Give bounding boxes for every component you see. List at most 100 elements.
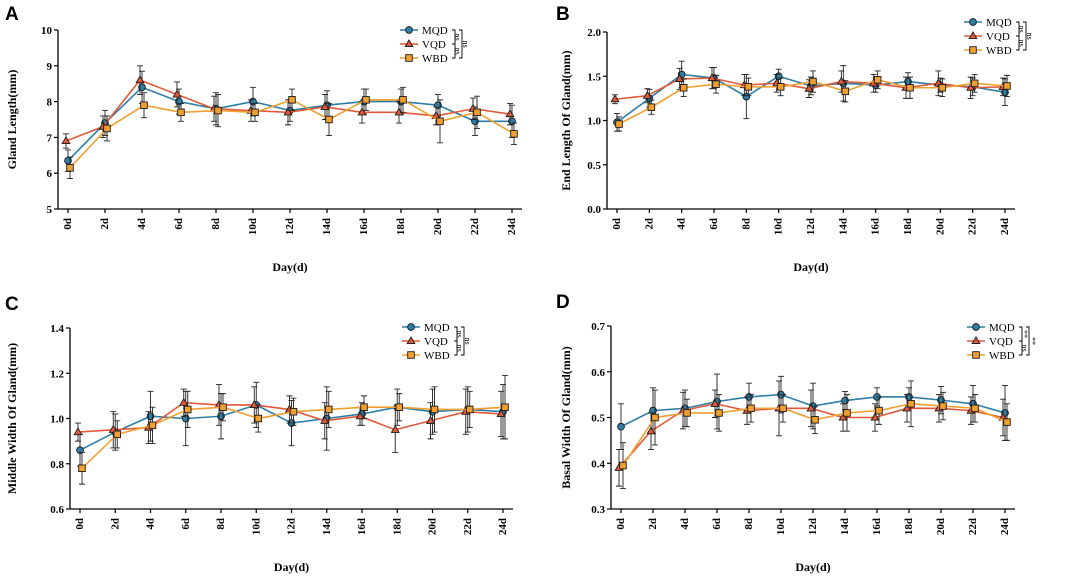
panel-letter: D [556, 292, 570, 313]
x-tick-label: 6d [708, 218, 720, 230]
legend: MQD VQD WBD [967, 322, 1015, 362]
data-point-wbd [148, 421, 157, 430]
bracket-vqd-wbd [1016, 35, 1020, 51]
significance-label: ns [463, 337, 472, 344]
legend-label-wbd: WBD [986, 45, 1012, 57]
y-tick-label: 5 [47, 204, 53, 216]
x-tick-label: 24d [999, 518, 1011, 535]
data-point-wbd [473, 108, 481, 117]
significance-label: ns [453, 33, 462, 40]
data-point-vqd [968, 31, 978, 40]
data-point-wbd [715, 409, 723, 417]
x-tick-label: 6d [180, 518, 192, 530]
data-point-wbd [651, 413, 659, 422]
x-tick-label: 4d [679, 518, 691, 530]
data-point-wbd [712, 80, 720, 88]
data-point-wbd [972, 351, 980, 359]
y-tick-label: 6 [47, 168, 53, 180]
x-tick-label: 4d [676, 218, 688, 230]
y-tick-label: 7 [47, 132, 53, 144]
series-vqd [614, 380, 1008, 487]
y-axis-label: End Length Of Gland(mm) [559, 50, 573, 190]
y-tick-label: 1.2 [50, 368, 64, 380]
data-point-wbd [679, 84, 688, 92]
x-tick-label: 2d [647, 518, 659, 530]
x-tick-label: 22d [967, 518, 979, 535]
data-point-vqd [61, 136, 71, 145]
data-point-wbd [747, 404, 755, 413]
significance-label: ns [1017, 25, 1026, 32]
y-tick-label: 8 [47, 97, 53, 109]
x-tick-label: 16d [358, 218, 370, 235]
data-point-vqd [320, 102, 330, 111]
x-axis-label: Day(d) [795, 560, 830, 574]
data-point-vqd [610, 94, 620, 103]
data-point-mqd [969, 18, 977, 26]
x-tick-label: 24d [506, 218, 518, 235]
x-tick-label: 2d [643, 218, 655, 230]
series-wbd [615, 70, 1011, 132]
y-tick-label: 0.5 [587, 160, 601, 172]
data-point-wbd [744, 83, 753, 91]
x-tick-label: 16d [871, 518, 883, 535]
data-point-wbd [776, 83, 785, 91]
x-tick-label: 0d [62, 218, 74, 230]
legend: MQD VQD WBD [402, 322, 450, 362]
data-point-wbd [362, 96, 370, 104]
data-point-wbd [619, 461, 627, 470]
x-tick-label: 20d [935, 518, 947, 535]
y-tick-label: 0.8 [50, 459, 64, 471]
data-point-wbd [971, 404, 979, 413]
x-tick-label: 18d [902, 218, 914, 235]
chart-panel-a: A 5 6 7 8 9 10 0d 2d 4d 6d 8d 10d 12d 14d 16d 18d 20d 22d 2… [5, 4, 522, 274]
y-axis-label: Gland Length(mm) [5, 70, 19, 170]
x-tick-label: 0d [615, 518, 627, 530]
data-point-mqd [407, 323, 415, 331]
data-point-wbd [809, 77, 817, 86]
panel-letter: A [5, 4, 19, 25]
data-point-wbd [647, 103, 656, 111]
x-tick-label: 18d [903, 518, 915, 535]
x-tick-label: 4d [145, 518, 157, 530]
significance-label: ns [1017, 39, 1026, 46]
legend-label-mqd: MQD [424, 322, 450, 334]
bracket-vqd-wbd [1019, 340, 1023, 356]
legend-label-vqd: VQD [422, 39, 446, 51]
y-tick-label: 1.5 [587, 71, 601, 83]
significance-brackets: **ns** [1019, 326, 1037, 356]
y-tick-label: 0.6 [50, 504, 64, 516]
data-point-vqd [425, 415, 436, 424]
data-point-wbd [405, 54, 413, 62]
chart-panel-b: B 0.0 0.5 1.0 1.5 2.0 0d 2d 4d 6d 8d 10d 12d 14d 16d 18… [556, 4, 1034, 274]
data-point-vqd [249, 400, 259, 408]
x-tick-label: 8d [740, 218, 752, 230]
data-point-vqd [505, 109, 515, 118]
series-mqd [76, 381, 507, 467]
x-tick-label: 24d [497, 518, 509, 535]
data-point-vqd [135, 75, 145, 84]
x-tick-label: 18d [391, 518, 403, 535]
x-tick-label: 18d [395, 218, 407, 235]
y-tick-label: 0.3 [591, 504, 605, 516]
y-tick-label: 0.0 [587, 204, 601, 216]
series-mqd [613, 60, 1009, 132]
data-point-wbd [288, 96, 296, 104]
y-axis-label: Middle Width Of Gland(mm) [5, 343, 19, 494]
data-point-vqd [804, 83, 814, 92]
x-tick-label: 8d [210, 218, 222, 230]
x-tick-label: 20d [427, 518, 439, 535]
data-point-wbd [811, 416, 819, 424]
data-point-vqd [357, 107, 367, 116]
data-point-wbd [254, 414, 262, 423]
data-point-wbd [906, 84, 914, 92]
legend-label-mqd: MQD [986, 17, 1012, 29]
data-point-wbd [873, 76, 882, 84]
y-tick-label: 9 [47, 61, 53, 73]
bracket-vqd-wbd [452, 43, 456, 59]
data-point-vqd [838, 412, 848, 421]
legend-label-mqd: MQD [422, 25, 448, 37]
data-point-wbd [360, 403, 368, 411]
series-mqd [64, 70, 516, 172]
data-point-vqd [320, 415, 330, 424]
